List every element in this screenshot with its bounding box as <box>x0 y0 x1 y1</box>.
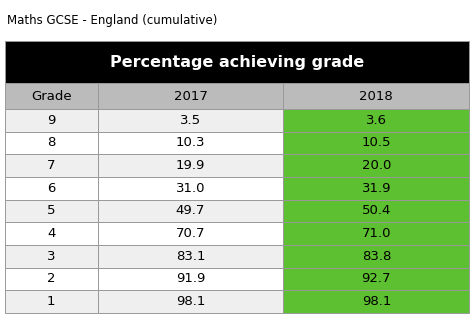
Text: 92.7: 92.7 <box>362 272 391 285</box>
Text: 3: 3 <box>47 250 55 263</box>
Bar <box>5 132 98 154</box>
Bar <box>98 154 283 177</box>
Bar <box>283 245 469 268</box>
Text: 3.5: 3.5 <box>180 114 201 127</box>
Text: 91.9: 91.9 <box>176 272 205 285</box>
Bar <box>5 154 98 177</box>
Text: 6: 6 <box>47 182 55 195</box>
Bar <box>5 109 98 132</box>
Text: Grade: Grade <box>31 90 72 103</box>
Bar <box>98 109 283 132</box>
Bar <box>283 109 469 132</box>
Bar <box>98 177 283 200</box>
Text: 10.5: 10.5 <box>362 137 391 149</box>
Text: 31.0: 31.0 <box>176 182 205 195</box>
Text: 20.0: 20.0 <box>362 159 391 172</box>
Bar <box>5 83 98 109</box>
Bar <box>5 200 98 222</box>
Bar <box>283 83 469 109</box>
Text: 9: 9 <box>47 114 55 127</box>
Text: 50.4: 50.4 <box>362 204 391 217</box>
Bar <box>98 200 283 222</box>
Bar <box>283 200 469 222</box>
Text: 2018: 2018 <box>359 90 393 103</box>
Text: Maths GCSE - England (cumulative): Maths GCSE - England (cumulative) <box>7 14 218 27</box>
Text: 7: 7 <box>47 159 55 172</box>
Bar <box>283 268 469 290</box>
Bar <box>283 290 469 313</box>
Bar <box>5 268 98 290</box>
Bar <box>283 154 469 177</box>
Text: 31.9: 31.9 <box>362 182 391 195</box>
Bar <box>98 290 283 313</box>
Text: 83.8: 83.8 <box>362 250 391 263</box>
Bar <box>5 177 98 200</box>
Text: 49.7: 49.7 <box>176 204 205 217</box>
Text: 98.1: 98.1 <box>176 295 205 308</box>
Text: 2: 2 <box>47 272 55 285</box>
Text: 1: 1 <box>47 295 55 308</box>
Bar <box>5 245 98 268</box>
Bar <box>283 222 469 245</box>
Text: 98.1: 98.1 <box>362 295 391 308</box>
Bar <box>283 177 469 200</box>
Text: 8: 8 <box>47 137 55 149</box>
Bar <box>98 245 283 268</box>
Text: 71.0: 71.0 <box>362 227 391 240</box>
Text: Percentage achieving grade: Percentage achieving grade <box>110 55 364 70</box>
Bar <box>98 268 283 290</box>
Bar <box>283 132 469 154</box>
Bar <box>5 222 98 245</box>
Text: 2017: 2017 <box>173 90 208 103</box>
Bar <box>98 83 283 109</box>
Text: 70.7: 70.7 <box>176 227 205 240</box>
Bar <box>5 290 98 313</box>
Bar <box>98 222 283 245</box>
Bar <box>98 132 283 154</box>
Text: 19.9: 19.9 <box>176 159 205 172</box>
Text: 4: 4 <box>47 227 55 240</box>
Text: 5: 5 <box>47 204 55 217</box>
Text: 10.3: 10.3 <box>176 137 205 149</box>
Text: 3.6: 3.6 <box>366 114 387 127</box>
Bar <box>5 41 469 83</box>
Text: 83.1: 83.1 <box>176 250 205 263</box>
